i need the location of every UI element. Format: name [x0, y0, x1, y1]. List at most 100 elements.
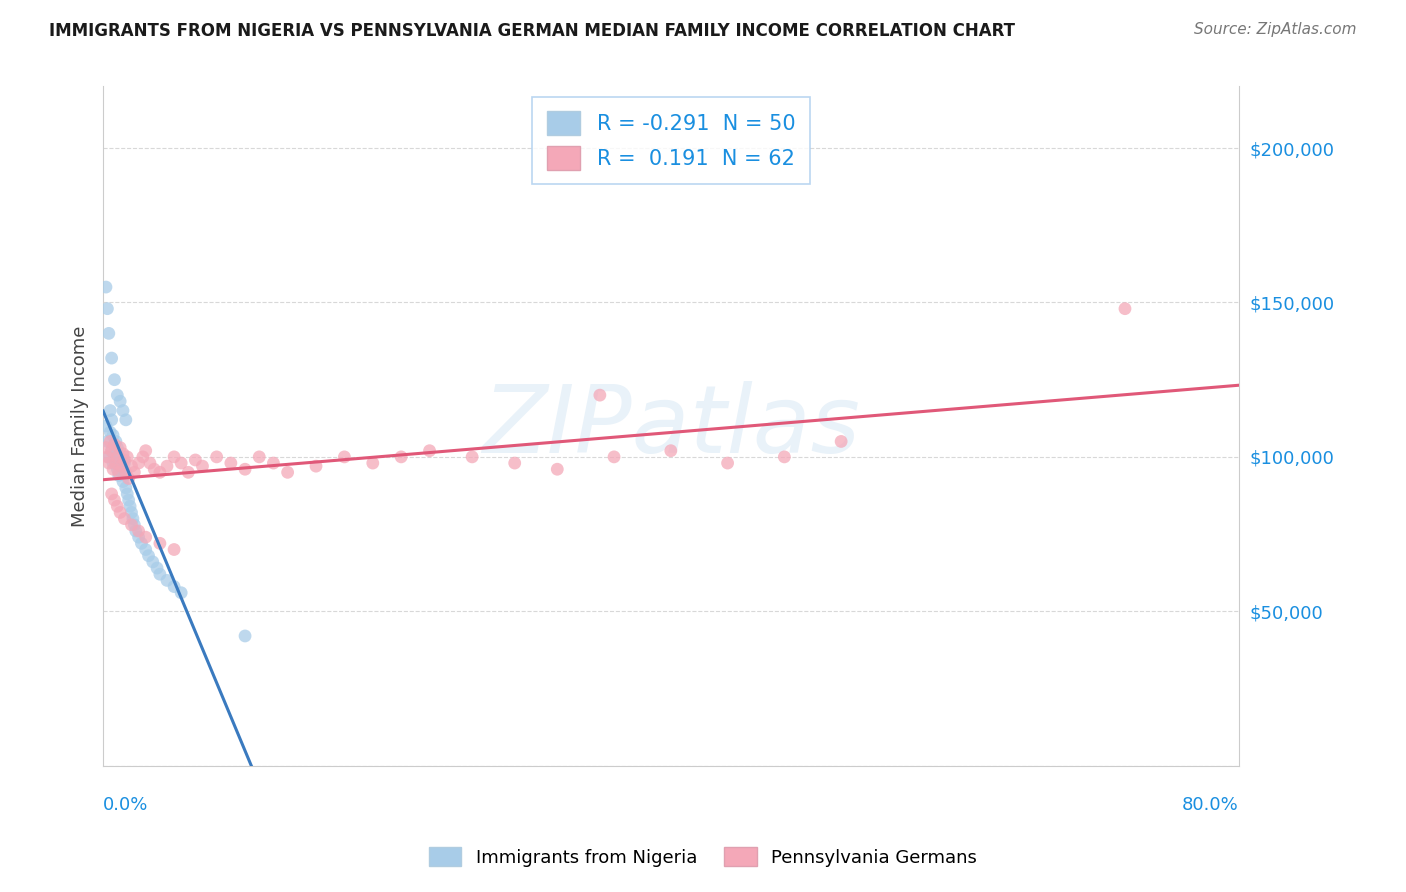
Text: 80.0%: 80.0%	[1182, 797, 1239, 814]
Point	[124, 466, 146, 480]
Point	[142, 555, 165, 569]
Point	[146, 561, 169, 575]
Point	[503, 456, 526, 470]
Point	[103, 437, 125, 451]
Point	[163, 450, 186, 464]
Point	[830, 434, 852, 449]
Point	[110, 459, 132, 474]
Point	[114, 481, 136, 495]
Point	[114, 466, 136, 480]
Point	[546, 462, 568, 476]
Point	[163, 542, 186, 557]
Point	[100, 413, 122, 427]
Point	[103, 437, 125, 451]
Point	[94, 441, 117, 455]
Point	[111, 447, 134, 461]
Point	[128, 524, 150, 538]
Point	[94, 280, 117, 294]
Point	[101, 456, 124, 470]
Point	[108, 394, 131, 409]
Point	[184, 453, 207, 467]
Point	[219, 456, 242, 470]
Point	[104, 434, 127, 449]
Point	[96, 434, 118, 449]
Point	[247, 450, 270, 464]
Point	[121, 517, 143, 532]
Point	[156, 574, 179, 588]
Point	[100, 351, 122, 365]
Point	[122, 511, 145, 525]
Point	[170, 456, 193, 470]
Point	[101, 462, 124, 476]
Point	[103, 493, 125, 508]
Point	[105, 462, 128, 476]
Point	[128, 456, 150, 470]
Point	[149, 536, 172, 550]
Legend: Immigrants from Nigeria, Pennsylvania Germans: Immigrants from Nigeria, Pennsylvania Ge…	[422, 840, 984, 874]
Point	[108, 459, 131, 474]
Point	[105, 450, 128, 464]
Point	[112, 453, 135, 467]
Point	[205, 450, 228, 464]
Point	[135, 530, 157, 544]
Point	[98, 425, 121, 440]
Point	[361, 456, 384, 470]
Point	[1114, 301, 1136, 316]
Point	[108, 506, 131, 520]
Point	[100, 443, 122, 458]
Point	[170, 586, 193, 600]
Point	[110, 466, 132, 480]
Point	[112, 468, 135, 483]
Point	[773, 450, 796, 464]
Point	[659, 443, 682, 458]
Point	[107, 468, 129, 483]
Point	[105, 441, 128, 455]
Point	[177, 466, 200, 480]
Point	[118, 471, 141, 485]
Point	[233, 462, 256, 476]
Point	[107, 450, 129, 464]
Point	[156, 459, 179, 474]
Point	[104, 456, 127, 470]
Point	[277, 466, 299, 480]
Point	[94, 419, 117, 434]
Point	[132, 450, 155, 464]
Point	[103, 373, 125, 387]
Point	[139, 456, 162, 470]
Point	[305, 459, 328, 474]
Point	[389, 450, 412, 464]
Point	[131, 536, 153, 550]
Text: 0.0%: 0.0%	[103, 797, 149, 814]
Point	[108, 441, 131, 455]
Point	[233, 629, 256, 643]
Point	[114, 413, 136, 427]
Point	[103, 450, 125, 464]
Point	[124, 517, 146, 532]
Point	[112, 456, 135, 470]
Point	[191, 459, 214, 474]
Point	[163, 580, 186, 594]
Point	[112, 511, 135, 525]
Point	[262, 456, 284, 470]
Point	[118, 493, 141, 508]
Point	[117, 450, 139, 464]
Point	[100, 487, 122, 501]
Point	[101, 428, 124, 442]
Legend: R = -0.291  N = 50, R =  0.191  N = 62: R = -0.291 N = 50, R = 0.191 N = 62	[531, 96, 810, 185]
Point	[461, 450, 484, 464]
Point	[120, 500, 142, 514]
Point	[98, 403, 121, 417]
Point	[121, 506, 143, 520]
Point	[143, 462, 166, 476]
Text: Source: ZipAtlas.com: Source: ZipAtlas.com	[1194, 22, 1357, 37]
Point	[98, 434, 121, 449]
Point	[135, 443, 157, 458]
Point	[105, 388, 128, 402]
Point	[135, 542, 157, 557]
Text: ZIPatlas: ZIPatlas	[482, 381, 859, 472]
Point	[97, 450, 120, 464]
Point	[149, 567, 172, 582]
Point	[333, 450, 356, 464]
Point	[105, 500, 128, 514]
Point	[100, 443, 122, 458]
